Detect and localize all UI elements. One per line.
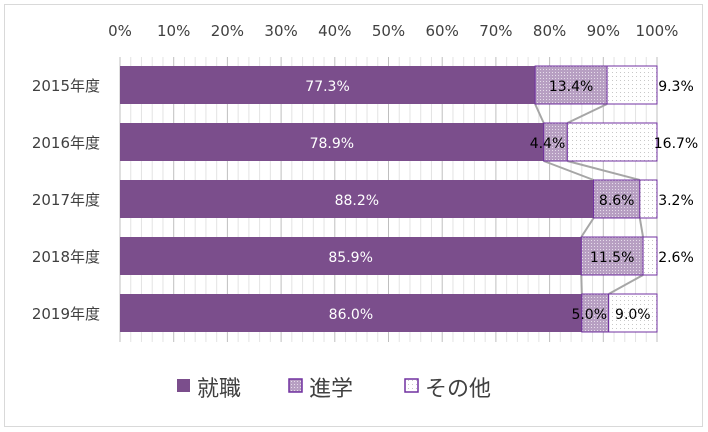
series-line <box>534 103 545 124</box>
x-tick-label: 70% <box>479 22 512 40</box>
bar-segment-employment <box>120 237 582 275</box>
x-tick-label: 20% <box>211 22 244 40</box>
y-category-label: 2018年度 <box>32 248 100 266</box>
data-label: 8.6% <box>599 193 635 209</box>
legend-swatch <box>177 379 190 392</box>
series-line <box>543 160 594 181</box>
data-label: 4.4% <box>530 136 566 152</box>
chart-frame <box>4 4 703 427</box>
data-label: 86.0% <box>329 307 373 323</box>
bar-segment-other <box>639 179 658 219</box>
bar-segment-employment <box>120 66 536 104</box>
x-tick-label: 60% <box>426 22 459 40</box>
x-tick-label: 0% <box>108 22 132 40</box>
data-label: 78.9% <box>310 136 354 152</box>
bar-segment-other <box>608 293 658 333</box>
x-tick-label: 30% <box>264 22 297 40</box>
legend-label: その他 <box>425 377 491 402</box>
series-line <box>567 160 641 181</box>
data-label: 3.2% <box>658 193 694 209</box>
bar-segment-employment <box>120 123 544 161</box>
bar-segment-other <box>606 65 658 105</box>
bar-segment-study <box>593 179 641 219</box>
data-label: 5.0% <box>571 307 607 323</box>
y-category-label: 2015年度 <box>32 77 100 95</box>
bar-segment-employment <box>120 180 594 218</box>
legend-swatch <box>404 378 419 393</box>
bar-segment-study <box>534 65 608 105</box>
x-tick-label: 50% <box>372 22 405 40</box>
series-line <box>580 217 595 238</box>
legend-label: 就職 <box>197 377 241 402</box>
x-tick-label: 10% <box>157 22 190 40</box>
bar-segment-other <box>642 236 658 276</box>
x-tick-label: 90% <box>587 22 620 40</box>
data-label: 9.0% <box>615 307 651 323</box>
series-line <box>638 217 645 238</box>
data-label: 16.7% <box>654 136 698 152</box>
data-label: 88.2% <box>335 193 379 209</box>
series-line <box>566 103 608 124</box>
bar-segment-other <box>566 122 658 162</box>
x-tick-label: 40% <box>318 22 351 40</box>
legend-label: 進学 <box>309 377 353 402</box>
data-label: 11.5% <box>590 250 634 266</box>
y-category-label: 2016年度 <box>32 134 100 152</box>
data-label: 13.4% <box>549 79 593 95</box>
data-label: 85.9% <box>328 250 372 266</box>
x-tick-label: 100% <box>636 22 679 40</box>
bar-segment-study <box>580 236 644 276</box>
data-label: 9.3% <box>658 79 694 95</box>
y-category-label: 2019年度 <box>32 305 100 323</box>
y-category-label: 2017年度 <box>32 191 100 209</box>
x-tick-label: 80% <box>533 22 566 40</box>
legend-swatch <box>288 378 303 393</box>
series-line <box>608 274 644 295</box>
bar-segment-employment <box>120 294 582 332</box>
data-label: 2.6% <box>658 250 694 266</box>
data-label: 77.3% <box>305 79 349 95</box>
series-line <box>580 274 583 295</box>
